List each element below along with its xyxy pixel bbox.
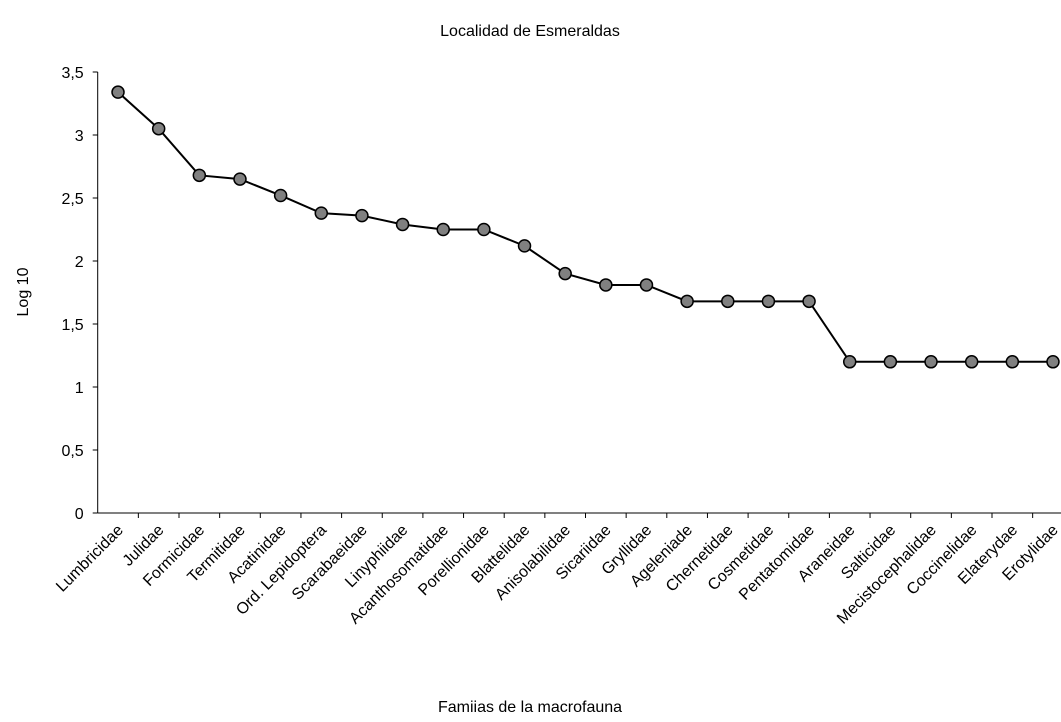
chart-title: Localidad de Esmeraldas: [440, 23, 620, 40]
marker: [517, 239, 532, 253]
line: [117, 91, 1053, 363]
marker: [233, 172, 247, 186]
y-tick-label: 3,5: [61, 65, 83, 82]
marker: [680, 294, 694, 309]
y-tick-label: 2: [75, 254, 84, 271]
y-tick-label: 1,5: [61, 317, 83, 334]
marker: [924, 355, 938, 369]
marker: [436, 222, 450, 237]
marker: [802, 294, 816, 309]
x-tick-label: Porellionidae: [415, 522, 493, 600]
y-tick-label: 1: [75, 380, 84, 397]
marker: [1046, 355, 1060, 369]
marker: [273, 188, 288, 203]
marker: [395, 217, 410, 232]
marker: [151, 121, 166, 136]
marker: [964, 355, 979, 369]
marker: [314, 206, 329, 220]
marker: [192, 168, 207, 183]
y-tick-label: 2,5: [61, 191, 83, 208]
y-axis-label: Log 10: [15, 267, 32, 316]
y-tick-label: 0: [75, 506, 84, 523]
x-axis-label: Famiias de la macrofauna: [438, 699, 622, 716]
marker: [1005, 355, 1020, 369]
x-tick-label: Lumbricidae: [53, 522, 127, 596]
marker: [599, 278, 613, 292]
marker: [842, 355, 857, 369]
marker: [111, 85, 125, 99]
marker: [355, 208, 369, 223]
marker: [761, 294, 776, 309]
marker: [639, 278, 654, 292]
marker: [558, 266, 572, 281]
marker: [721, 294, 735, 309]
marker: [883, 355, 898, 369]
y-tick-label: 0,5: [61, 443, 83, 460]
marker: [477, 222, 491, 237]
y-tick-label: 3: [75, 128, 84, 145]
